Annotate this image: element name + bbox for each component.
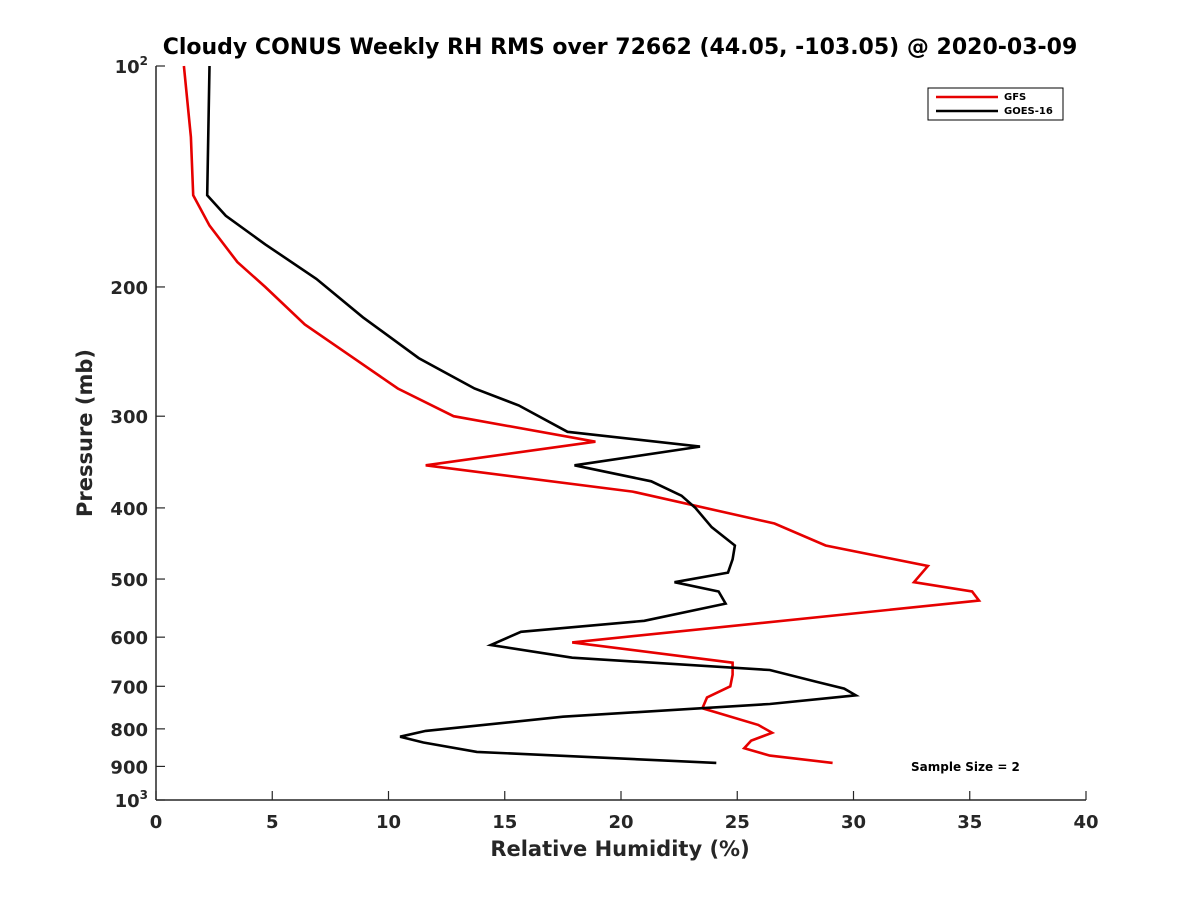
axes: 0 5 10 15 20 25 30 35 40 102 200 300 400 500 600 700 800… xyxy=(110,54,1098,833)
sample-size-annotation: Sample Size = 2 xyxy=(911,760,1020,774)
y-tick-label: 800 xyxy=(110,720,148,741)
y-tick-label: 200 xyxy=(110,278,148,299)
legend-box xyxy=(927,87,1064,121)
x-tick-label: 25 xyxy=(725,812,750,833)
y-tick-label: 900 xyxy=(110,757,148,778)
series-line-gfs xyxy=(182,65,982,765)
y-tick-label: 102 xyxy=(115,54,148,78)
legend-label-gfs: GFS xyxy=(1004,92,1026,103)
y-tick-label: 500 xyxy=(110,570,148,591)
x-tick-label: 20 xyxy=(608,812,633,833)
x-tick-label: 0 xyxy=(150,812,163,833)
y-tick-label: 103 xyxy=(115,788,148,812)
y-tick-label: 600 xyxy=(110,628,148,649)
series-layer xyxy=(182,65,982,765)
x-tick-label: 15 xyxy=(492,812,517,833)
series-line-goes16 xyxy=(205,65,860,765)
x-tick-label: 10 xyxy=(376,812,401,833)
legend: GFS GOES-16 xyxy=(927,87,1064,121)
y-axis-label: Pressure (mb) xyxy=(73,349,97,517)
x-tick-label: 40 xyxy=(1073,812,1098,833)
y-tick-label: 300 xyxy=(110,407,148,428)
y-tick-label: 400 xyxy=(110,499,148,520)
x-tick-label: 30 xyxy=(841,812,866,833)
legend-label-goes16: GOES-16 xyxy=(1004,106,1053,117)
y-tick-label: 700 xyxy=(110,677,148,698)
x-tick-label: 35 xyxy=(957,812,982,833)
x-tick-label: 5 xyxy=(266,812,279,833)
chart-title: Cloudy CONUS Weekly RH RMS over 72662 (4… xyxy=(163,35,1078,60)
x-axis-label: Relative Humidity (%) xyxy=(490,837,749,861)
